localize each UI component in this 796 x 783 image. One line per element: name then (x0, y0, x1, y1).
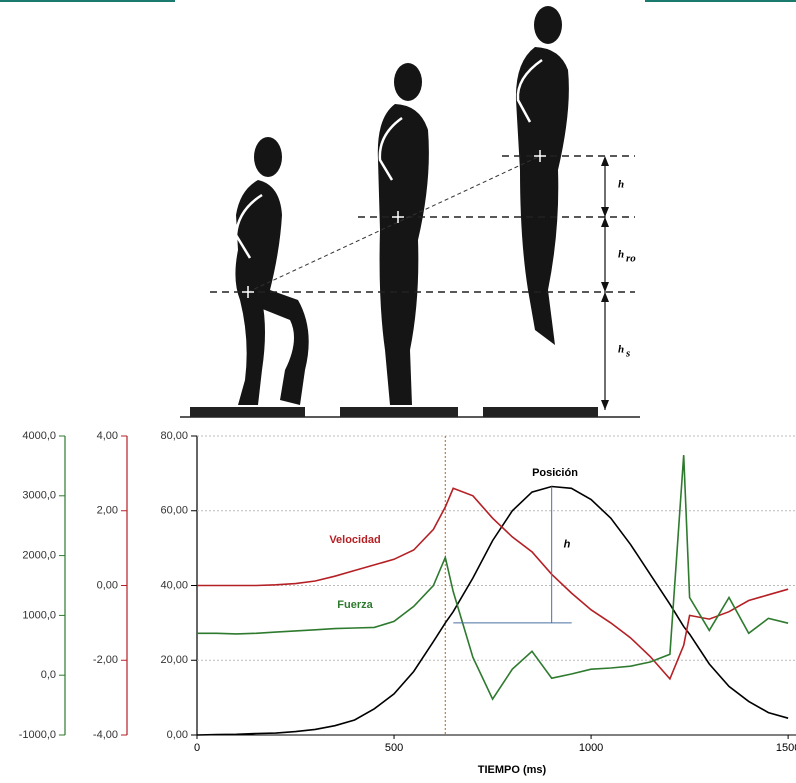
series-label: Fuerza (337, 599, 373, 611)
y-tick-label: -2,00 (93, 654, 118, 666)
x-tick-label: 1500 (776, 742, 796, 754)
y-tick-label: 20,00 (160, 654, 188, 666)
platform (190, 407, 305, 417)
height-label: h (618, 179, 624, 191)
y-tick-label: 80,00 (160, 430, 188, 442)
y-tick-label: 4,00 (97, 430, 118, 442)
series-label: Velocidad (329, 534, 380, 546)
y-tick-label: 0,0 (41, 669, 56, 681)
y-tick-label: 2,00 (97, 505, 118, 517)
page: hhrohs -1000,00,01000,02000,03000,04000,… (0, 0, 796, 778)
chart: -1000,0 0,0 1000,0 2000,0 3000,0 4000,0 -4,00 -… (19, 430, 796, 776)
y-tick-label: -1000,0 (19, 729, 56, 741)
y-tick-label: 4000,0 (22, 430, 56, 442)
y-tick-label: 60,00 (160, 505, 188, 517)
y-tick-label: 3000,0 (22, 490, 56, 502)
figure-jump (516, 6, 569, 345)
y-tick-label: -4,00 (93, 729, 118, 741)
height-label: h (618, 344, 624, 356)
series-label: Posición (532, 467, 578, 479)
y-tick-label: 0,00 (97, 579, 118, 591)
figure-crouch (235, 137, 308, 405)
y-tick-label: 0,00 (167, 729, 188, 741)
x-axis-label: TIEMPO (ms) (478, 764, 547, 776)
y-tick-label: 40,00 (160, 579, 188, 591)
platform (483, 407, 598, 417)
y-tick-label: 2000,0 (22, 550, 56, 562)
height-label-sub: s (625, 348, 630, 360)
figure-stand (378, 63, 429, 405)
height-label-sub: ro (626, 253, 636, 265)
x-tick-label: 500 (385, 742, 403, 754)
x-tick-label: 0 (194, 742, 200, 754)
series-line (197, 455, 788, 699)
y-tick-label: 1000,0 (22, 609, 56, 621)
platform (340, 407, 458, 417)
h-label: h (564, 539, 571, 551)
height-label: h (618, 249, 624, 261)
x-tick-label: 1000 (579, 742, 603, 754)
